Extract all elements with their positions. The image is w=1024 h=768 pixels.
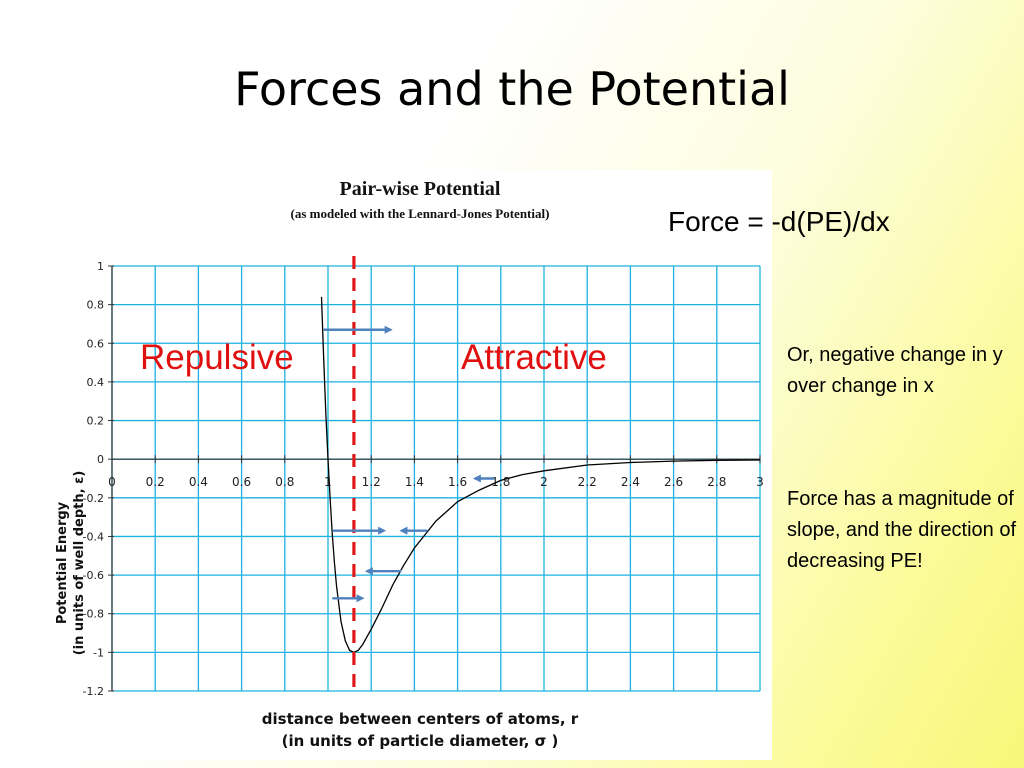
repulsive-region-label: Repulsive — [140, 338, 294, 377]
chart-title: Pair-wise Potential — [339, 178, 501, 200]
force-equation: Force = -d(PE)/dx — [668, 206, 890, 237]
y-tick-label: -0.8 — [83, 608, 104, 621]
y-tick-label: -1.2 — [83, 685, 104, 698]
x-tick-label: 0.4 — [189, 475, 208, 489]
y-tick-label: -0.2 — [83, 492, 104, 505]
x-tick-label: 2.2 — [578, 475, 597, 489]
y-axis-label-line1: Potential Energy — [55, 501, 70, 625]
chart-panel: 1 0.8 0.6 0.4 0.2 0 -0.2 -0.4 -0.6 -0.8 -1 -1.2 0 0.2… — [28, 170, 772, 760]
y-tick-label: 0.2 — [87, 415, 105, 428]
chart-subtitle: (as modeled with the Lennard-Jones Poten… — [290, 206, 550, 221]
x-tick-label: 0 — [108, 475, 116, 489]
x-tick-label: 1.4 — [405, 475, 424, 489]
y-tick-label: -0.4 — [83, 530, 104, 543]
y-tick-label: 0 — [97, 453, 104, 466]
y-tick-label: -0.6 — [83, 569, 104, 582]
note-force-magnitude: Force has a magnitude of slope, and the … — [787, 488, 1017, 572]
x-tick-label: 1.6 — [448, 475, 467, 489]
x-tick-label: 1 — [324, 475, 332, 489]
x-tick-label: 0.6 — [232, 475, 251, 489]
x-tick-label: 1.2 — [362, 475, 381, 489]
x-tick-label: 3 — [756, 475, 764, 489]
x-tick-label: 1.8 — [491, 475, 510, 489]
y-tick-label: 0.6 — [87, 337, 105, 350]
x-tick-label: 2 — [540, 475, 548, 489]
y-tick-label: 0.8 — [87, 299, 105, 312]
x-tick-label: 2.4 — [621, 475, 640, 489]
attractive-region-label: Attractive — [461, 338, 607, 377]
y-tick-label: 0.4 — [87, 376, 105, 389]
y-tick-label: -1 — [93, 646, 104, 659]
x-tick-label: 0.2 — [146, 475, 165, 489]
y-tick-label: 1 — [97, 260, 104, 273]
x-tick-label: 2.6 — [664, 475, 683, 489]
slide-title: Forces and the Potential — [234, 62, 790, 116]
x-axis-label-line1: distance between centers of atoms, r — [261, 710, 579, 728]
y-axis-label: Potential Energy (in units of well depth… — [54, 383, 88, 743]
x-tick-label: 2.8 — [707, 475, 726, 489]
x-axis-label-line2: (in units of particle diameter, σ ) — [281, 732, 559, 750]
x-tick-label: 0.8 — [275, 475, 294, 489]
note-negative-change: Or, negative change in y over change in … — [787, 344, 1003, 397]
potential-curve — [320, 296, 761, 654]
y-axis-label-line2: (in units of well depth, ε) — [72, 470, 87, 656]
lennard-jones-chart: 1 0.8 0.6 0.4 0.2 0 -0.2 -0.4 -0.6 -0.8 -1 -1.2 0 0.2… — [83, 256, 764, 698]
